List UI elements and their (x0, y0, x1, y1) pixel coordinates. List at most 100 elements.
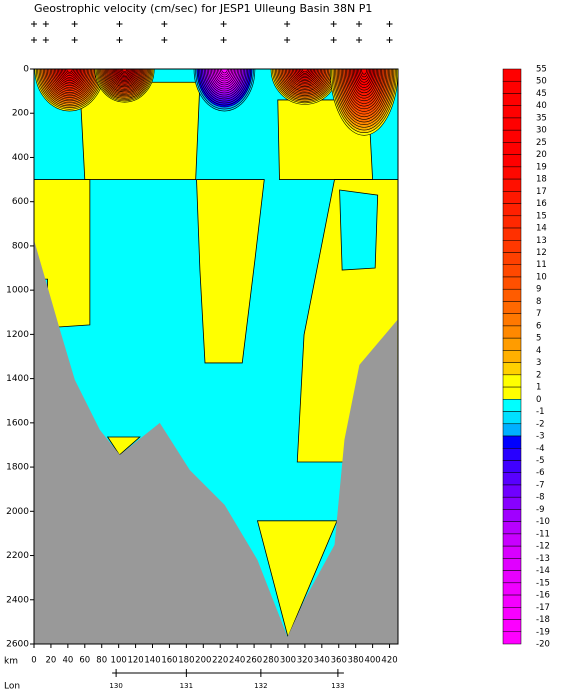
x-tick-label: 360 (331, 656, 347, 666)
colorbar-label: -17 (536, 603, 550, 613)
colorbar-swatch (502, 496, 522, 510)
y-tick-label: 800 (12, 241, 29, 251)
y-tick-label: 0 (23, 65, 29, 75)
colorbar-label: 13 (536, 236, 547, 246)
colorbar-label: -10 (536, 517, 550, 527)
colorbar-swatch (502, 619, 522, 633)
colorbar-label: -14 (536, 566, 550, 576)
lon-tick-label: 130 (109, 682, 122, 690)
colorbar-swatch (502, 484, 522, 498)
colorbar-label: -7 (536, 480, 544, 490)
y-tick-label: 1600 (6, 418, 29, 428)
colorbar-swatch (502, 325, 522, 339)
colorbar-label: 2 (536, 370, 541, 380)
x-tick-label: 20 (46, 656, 57, 666)
colorbar-label: 16 (536, 199, 547, 209)
colorbar-label: 45 (536, 89, 547, 99)
field-region (339, 189, 379, 271)
colorbar-label: -13 (536, 554, 550, 564)
y-tick-label: 2200 (6, 551, 29, 561)
colorbar-swatch (502, 594, 522, 608)
y-tick-label: 1000 (6, 286, 29, 296)
colorbar-label: 7 (536, 309, 541, 319)
colorbar-swatch (502, 117, 522, 131)
colorbar-swatch (502, 399, 522, 412)
colorbar-swatch (502, 631, 522, 645)
colorbar-swatch (502, 435, 522, 449)
colorbar-label: -15 (536, 578, 550, 588)
x-tick-label: 180 (178, 656, 194, 666)
lon-tick-label: 133 (331, 682, 344, 690)
colorbar-swatch (502, 374, 522, 388)
colorbar-label: 40 (536, 101, 547, 111)
colorbar-swatch (502, 423, 522, 437)
colorbar-label: -8 (536, 493, 544, 503)
colorbar-swatch (502, 545, 522, 559)
colorbar-swatch (502, 227, 522, 241)
colorbar-swatch (502, 166, 522, 180)
colorbar-swatch (502, 154, 522, 168)
lon-axis-label: Lon (4, 682, 20, 692)
x-tick-label: 80 (96, 656, 107, 666)
colorbar-swatch (502, 288, 522, 302)
colorbar-swatch (502, 313, 522, 327)
colorbar-label: -18 (536, 615, 550, 625)
colorbar-label: 4 (536, 346, 541, 356)
colorbar-label: -20 (536, 640, 550, 650)
colorbar-swatch (502, 337, 522, 351)
colorbar-label: 17 (536, 187, 547, 197)
y-tick-label: 600 (12, 197, 29, 207)
colorbar-swatch (502, 386, 522, 400)
x-tick-label: 380 (348, 656, 364, 666)
y-tick-label: 2400 (6, 595, 29, 605)
colorbar-swatch (502, 191, 522, 204)
colorbar-swatch (502, 80, 522, 94)
colorbar-swatch (502, 301, 522, 314)
colorbar-label: 50 (536, 77, 547, 87)
colorbar-swatch (502, 203, 522, 217)
colorbar-swatch (502, 533, 522, 547)
colorbar-swatch (502, 509, 522, 522)
colorbar-label: 18 (536, 175, 547, 185)
colorbar-label: 0 (536, 395, 541, 405)
colorbar-label: -9 (536, 505, 544, 515)
x-tick-label: 40 (62, 656, 73, 666)
x-tick-label: 160 (161, 656, 177, 666)
colorbar-swatch (502, 362, 522, 376)
x-tick-label: 400 (364, 656, 380, 666)
colorbar-label: 1 (536, 383, 541, 393)
colorbar-swatch (502, 264, 522, 278)
colorbar-swatch (502, 607, 522, 620)
colorbar-label: 9 (536, 285, 541, 295)
lon-tick-label: 132 (254, 682, 267, 690)
colorbar-swatch (502, 252, 522, 265)
colorbar-label: 12 (536, 248, 547, 258)
colorbar-swatch (502, 276, 522, 290)
colorbar-swatch (502, 215, 522, 229)
x-tick-label: 200 (195, 656, 211, 666)
y-tick-label: 1400 (6, 374, 29, 384)
colorbar-label: -16 (536, 591, 550, 601)
x-tick-label: 140 (144, 656, 160, 666)
colorbar-label: 8 (536, 297, 541, 307)
colorbar-swatch (502, 350, 522, 363)
colorbar-swatch (502, 570, 522, 584)
x-tick-label: 420 (381, 656, 397, 666)
x-tick-label: 340 (314, 656, 330, 666)
colorbar-label: -5 (536, 456, 544, 466)
y-tick-label: 1800 (6, 463, 29, 473)
x-tick-label: 240 (229, 656, 245, 666)
colorbar-swatch (502, 142, 522, 155)
colorbar-swatch (502, 582, 522, 596)
colorbar-label: 3 (536, 358, 541, 368)
y-tick-label: 1200 (6, 330, 29, 340)
colorbar-swatch (502, 105, 522, 119)
y-tick-label: 400 (12, 153, 29, 163)
plot-frame (33, 68, 399, 645)
field-region (79, 81, 201, 180)
colorbar-label: 11 (536, 260, 547, 270)
colorbar-label: 35 (536, 113, 547, 123)
colorbar-label: 10 (536, 272, 547, 282)
colorbar-swatch (502, 460, 522, 473)
